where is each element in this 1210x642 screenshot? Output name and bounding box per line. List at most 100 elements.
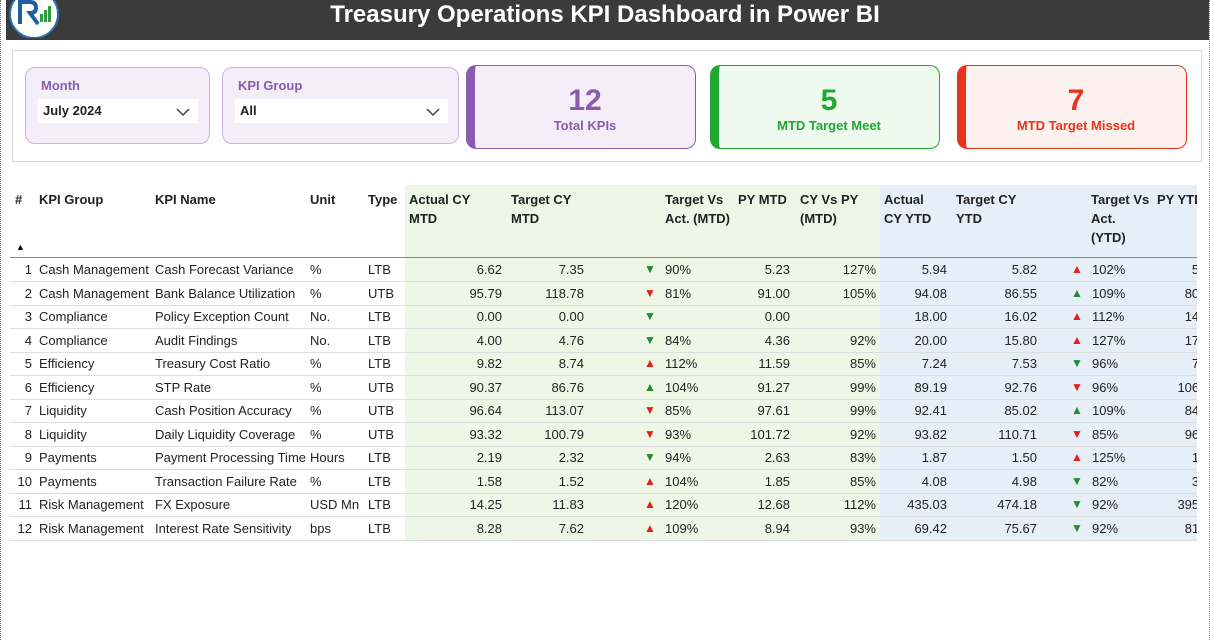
- table-cell: 16.02: [1004, 309, 1037, 324]
- table-cell: 84%: [665, 332, 692, 348]
- table-cell: 96%: [1092, 379, 1119, 395]
- slicer-dropdown[interactable]: All: [235, 99, 448, 123]
- table-cell: 12.68: [757, 497, 790, 512]
- table-cell: 96.64: [469, 403, 502, 418]
- column-header[interactable]: KPI Name: [155, 192, 216, 207]
- table-cell: 112%: [843, 497, 876, 512]
- column-header[interactable]: PY MTD: [738, 192, 787, 207]
- table-cell: 104%: [665, 473, 699, 489]
- column-header[interactable]: Actual CY YTD: [884, 192, 932, 226]
- table-cell: UTB: [368, 403, 394, 418]
- table-cell: 395.8: [1177, 497, 1197, 512]
- table-cell: 5.82: [1011, 262, 1037, 277]
- column-header[interactable]: #: [15, 192, 23, 207]
- table-cell: 109%: [1092, 285, 1126, 301]
- status-icon: ▲: [1071, 262, 1083, 276]
- table-cell: 0.00: [558, 309, 584, 324]
- table-cell: 7.53: [1011, 356, 1037, 371]
- chevron: [426, 108, 440, 117]
- table-cell: Efficiency: [39, 379, 95, 395]
- status-icon: ▼: [644, 450, 656, 464]
- card-value: 7: [1067, 84, 1085, 117]
- table-cell: Liquidity: [39, 403, 87, 418]
- table-cell: 2: [24, 285, 32, 301]
- table-cell: 92%: [1092, 520, 1119, 536]
- table-cell: 2.63: [764, 450, 790, 465]
- status-icon: ▼: [1071, 356, 1083, 370]
- title-bar: [6, 0, 1209, 40]
- table-cell: 3: [24, 309, 32, 324]
- table-cell: 86.55: [1004, 285, 1037, 301]
- table-cell: 3.1: [1191, 473, 1197, 489]
- row-rule: [10, 516, 1197, 517]
- row-rule: [10, 422, 1197, 423]
- header-rule: [10, 257, 1197, 258]
- table-cell: 8: [24, 426, 32, 442]
- table-cell: Interest Rate Sensitivity: [155, 520, 292, 536]
- table-cell: Efficiency: [39, 356, 95, 371]
- table-cell: 5.9: [1191, 262, 1197, 277]
- slicer[interactable]: Month July 2024: [25, 67, 210, 144]
- column-header[interactable]: Target Vs Act. (YTD): [1091, 192, 1150, 245]
- table-cell: 1: [24, 262, 32, 277]
- table-cell: 93.82: [914, 426, 947, 442]
- row-rule: [10, 445, 1197, 447]
- table-cell: 105%: [842, 285, 876, 301]
- column-header[interactable]: CY Vs PY (MTD): [800, 192, 859, 226]
- table-cell: 0.00: [476, 309, 502, 324]
- status-icon: ▲: [1071, 285, 1083, 300]
- column-header[interactable]: Target CY MTD: [511, 192, 572, 226]
- table-cell: FX Exposure: [155, 497, 231, 512]
- status-icon: ▲: [644, 379, 656, 394]
- table-cell: 12: [17, 520, 32, 536]
- table-cell: 127%: [842, 262, 876, 277]
- status-icon: ▲: [1071, 309, 1083, 323]
- card-value: 5: [820, 84, 838, 117]
- table-cell: LTB: [368, 473, 391, 489]
- table-cell: 95.79: [469, 285, 502, 301]
- table-cell: 435.03: [907, 497, 947, 512]
- slicer-dropdown[interactable]: July 2024: [38, 99, 198, 123]
- status-icon: ▼: [644, 285, 656, 300]
- table-cell: 8.74: [558, 356, 584, 371]
- table-cell: Payments: [39, 450, 97, 465]
- slicer-label: KPI Group: [238, 78, 303, 93]
- table-cell: 90%: [665, 262, 692, 277]
- table-cell: %: [310, 356, 322, 371]
- column-header[interactable]: Unit: [310, 192, 336, 207]
- table-cell: 94.08: [914, 285, 947, 301]
- table-cell: 85%: [1092, 426, 1119, 442]
- table-cell: 8.28: [476, 520, 502, 536]
- table-cell: 75.67: [1004, 520, 1037, 536]
- column-header[interactable]: Target CY YTD: [956, 192, 1017, 226]
- column-header[interactable]: PY YTD: [1157, 192, 1197, 207]
- table-cell: 4.98: [1011, 473, 1037, 489]
- table-cell: 474.18: [997, 497, 1037, 512]
- ytd-band: [880, 185, 1197, 540]
- status-icon: ▲: [644, 356, 656, 370]
- table-cell: Cash Forecast Variance: [155, 262, 294, 277]
- table-cell: 17.4: [1184, 332, 1197, 348]
- column-header[interactable]: Actual CY MTD: [409, 192, 471, 226]
- table-cell: Bank Balance Utilization: [155, 285, 296, 301]
- table-cell: Compliance: [39, 309, 108, 324]
- table-cell: 93%: [849, 520, 876, 536]
- column-header[interactable]: Target Vs Act. (MTD): [665, 192, 730, 226]
- table-cell: Cash Position Accuracy: [155, 403, 292, 418]
- column-header[interactable]: Type: [368, 192, 398, 207]
- table-cell: 109%: [665, 520, 699, 536]
- table-cell: 96%: [1092, 356, 1119, 371]
- table-cell: UTB: [368, 285, 394, 301]
- card-label: Total KPIs: [553, 118, 617, 133]
- row-rule: [10, 398, 1197, 400]
- column-header[interactable]: KPI Group: [39, 192, 104, 207]
- table-cell: Transaction Failure Rate: [155, 473, 297, 489]
- table-cell: %: [310, 403, 322, 418]
- table-cell: 86.76: [551, 379, 584, 395]
- kpi-card: 7 MTD Target Missed: [957, 65, 1187, 149]
- status-icon: ▲: [1071, 403, 1083, 417]
- row-rule: [10, 469, 1197, 470]
- table-cell: LTB: [368, 520, 391, 536]
- slicer[interactable]: KPI Group All: [222, 67, 459, 144]
